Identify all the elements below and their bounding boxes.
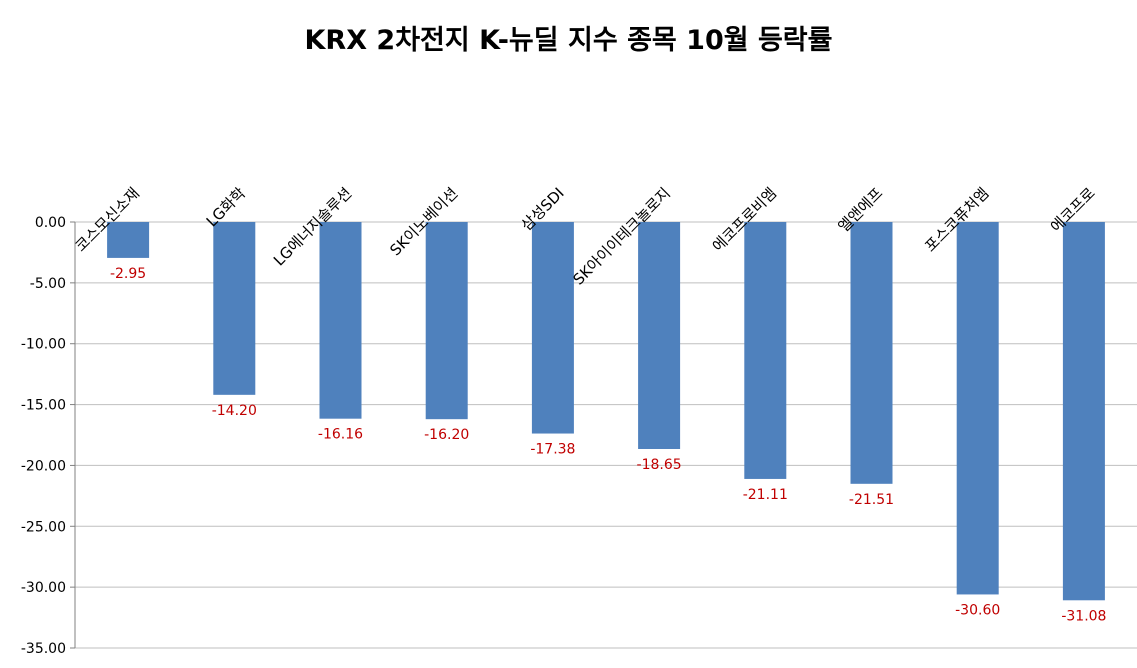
data-label: -21.51 — [849, 492, 894, 508]
y-tick-label: -25.00 — [21, 519, 66, 535]
data-label: -21.11 — [743, 487, 788, 503]
data-label: -14.20 — [212, 403, 257, 419]
bar — [213, 222, 256, 395]
y-tick-label: 0.00 — [35, 215, 66, 231]
data-label: -17.38 — [530, 442, 575, 458]
bar — [956, 222, 999, 595]
data-label: -16.20 — [424, 427, 469, 443]
value-labels: -2.95 -14.20 -16.16 -16.20 -17.38 -18.65 -21.1… — [110, 266, 1106, 624]
y-tick-label: -30.00 — [21, 580, 66, 596]
bar — [531, 222, 574, 434]
bar — [107, 222, 150, 258]
data-label: -31.08 — [1061, 608, 1106, 624]
bar — [744, 222, 787, 479]
y-tick-label: -15.00 — [21, 398, 66, 414]
y-tick-label: -10.00 — [21, 337, 66, 353]
data-label: -30.60 — [955, 602, 1000, 618]
bar — [850, 222, 893, 484]
bar — [638, 222, 681, 449]
bars — [107, 222, 1105, 601]
data-label: -16.16 — [318, 427, 363, 443]
bar — [425, 222, 468, 420]
y-axis: 0.00 -5.00 -10.00 -15.00 -20.00 -25.00 -30.00 -… — [21, 215, 76, 657]
bar — [319, 222, 362, 419]
y-tick-label: -20.00 — [21, 458, 66, 474]
data-label: -2.95 — [110, 266, 146, 282]
y-tick-label: -35.00 — [21, 641, 66, 657]
y-tick-label: -5.00 — [30, 276, 66, 292]
data-label: -18.65 — [637, 457, 682, 473]
chart-title: KRX 2차전지 K-뉴딜 지수 종목 10월 등락률 — [304, 25, 833, 56]
bar — [1062, 222, 1105, 601]
